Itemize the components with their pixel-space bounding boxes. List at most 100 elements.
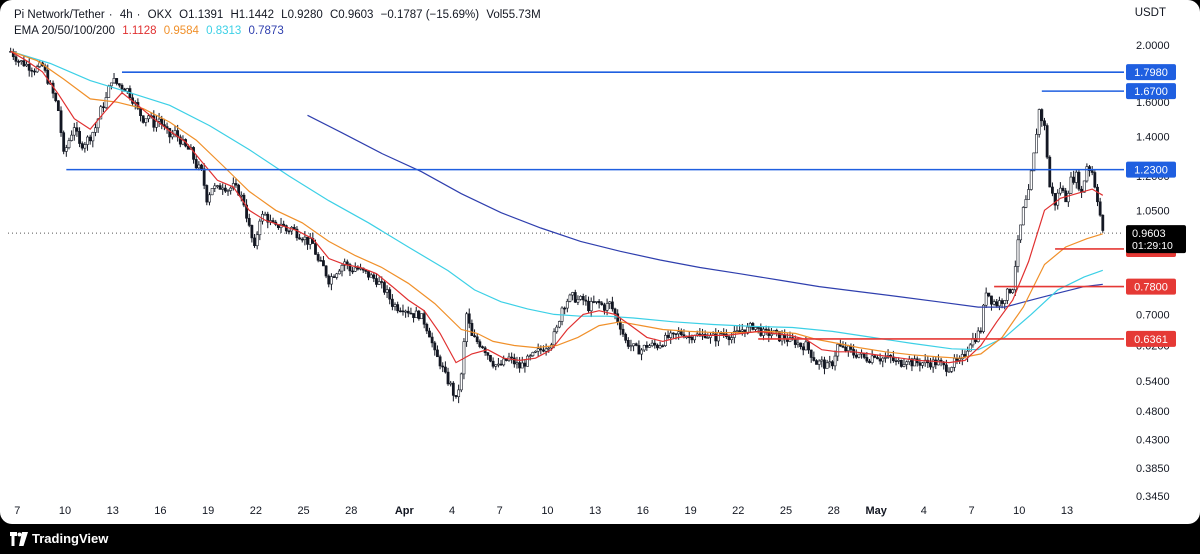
candle: [603, 302, 606, 315]
candle-body: [836, 344, 840, 357]
candle-body: [306, 236, 309, 245]
candle-body: [120, 84, 124, 90]
candle: [568, 293, 572, 303]
candle: [544, 343, 548, 356]
candle-body: [348, 264, 352, 272]
candle-body: [515, 362, 519, 365]
candle: [735, 325, 739, 333]
candle-body: [1093, 172, 1097, 188]
candle-body: [539, 348, 543, 351]
candle-body: [995, 301, 999, 307]
candle: [1037, 108, 1041, 138]
candle-body: [221, 187, 225, 190]
candle-body: [568, 294, 572, 302]
candle: [820, 356, 824, 368]
candle: [666, 330, 670, 340]
candle-body: [801, 346, 805, 351]
candle-body: [417, 310, 421, 320]
volume-value: Vol55.73M: [486, 9, 541, 21]
candle: [807, 340, 810, 354]
candle: [494, 364, 498, 371]
tradingview-brand[interactable]: TradingView: [32, 531, 109, 546]
chart-legend: Pi Network/Tether · 4h · OKX O1.1391 H1.14…: [14, 9, 541, 37]
candle: [958, 355, 962, 364]
candle: [894, 357, 898, 366]
candle-body: [775, 329, 779, 332]
candle: [412, 313, 415, 323]
interval[interactable]: 4h: [119, 9, 133, 21]
symbol-name[interactable]: Pi Network/Tether: [14, 9, 105, 21]
candle-body: [234, 183, 238, 186]
currency-label[interactable]: USDT: [1134, 7, 1166, 19]
candle-body: [202, 168, 206, 186]
candle-body: [383, 282, 386, 293]
time-tick-label: 7: [969, 505, 975, 517]
candle: [133, 100, 137, 110]
candle-body: [385, 289, 389, 293]
candle: [1032, 152, 1036, 172]
candle-body: [17, 61, 21, 63]
candle: [926, 355, 930, 368]
price-chart[interactable]: 2.00001.60001.40001.20001.05000.90000.70…: [0, 0, 1200, 524]
ema-label[interactable]: EMA 20/50/100/200: [14, 25, 116, 37]
candle-body: [433, 342, 437, 351]
candle-body: [905, 361, 909, 365]
candle-body: [298, 237, 301, 240]
open-value: O1.1391: [179, 9, 224, 21]
candle: [905, 360, 909, 370]
candle-body: [56, 100, 60, 112]
candle-body: [605, 303, 609, 311]
candle-body: [300, 238, 304, 241]
candle: [287, 229, 291, 235]
time-tick-label: 10: [59, 505, 71, 517]
time-tick-label: 28: [828, 505, 840, 517]
candle: [1061, 185, 1065, 194]
candle: [388, 287, 392, 305]
level-price-label: 1.7980: [1134, 67, 1168, 79]
candle: [390, 294, 394, 311]
candle-body: [481, 346, 484, 349]
candle-body: [756, 327, 760, 329]
high-value: H1.1442: [230, 9, 274, 21]
candle-body: [658, 345, 662, 349]
level-price-tag: [1126, 330, 1176, 347]
candle-body: [557, 321, 561, 328]
candle: [417, 309, 421, 321]
candle-body: [547, 347, 551, 350]
candle: [322, 256, 325, 267]
candle-body: [679, 331, 683, 336]
candle: [854, 349, 858, 359]
candle-body: [571, 292, 575, 296]
candle-body: [937, 359, 940, 366]
candle: [94, 122, 97, 137]
candle: [425, 322, 429, 335]
candle: [459, 372, 463, 393]
candle-body: [59, 110, 63, 133]
candle-body: [918, 362, 922, 366]
candle: [131, 92, 134, 107]
candle: [393, 302, 397, 311]
candle-body: [102, 106, 105, 109]
candle-body: [475, 336, 479, 342]
candle: [844, 342, 848, 353]
candle: [1027, 184, 1030, 200]
candle: [518, 357, 522, 373]
candle: [406, 306, 410, 318]
candle: [178, 134, 182, 148]
candle-body: [62, 132, 66, 152]
candle: [526, 354, 529, 367]
candle: [33, 68, 36, 76]
time-tick-label: 10: [1013, 505, 1025, 517]
candle-body: [640, 349, 643, 355]
candle-body: [714, 333, 718, 342]
candle: [563, 306, 567, 315]
candle: [316, 252, 320, 263]
candle: [27, 58, 31, 77]
candle-body: [931, 359, 935, 368]
candle: [91, 131, 95, 148]
ema50-value: 0.9584: [163, 25, 199, 37]
candle: [645, 341, 649, 351]
candle: [319, 256, 323, 262]
candle-body: [337, 270, 341, 275]
candle: [687, 330, 691, 344]
